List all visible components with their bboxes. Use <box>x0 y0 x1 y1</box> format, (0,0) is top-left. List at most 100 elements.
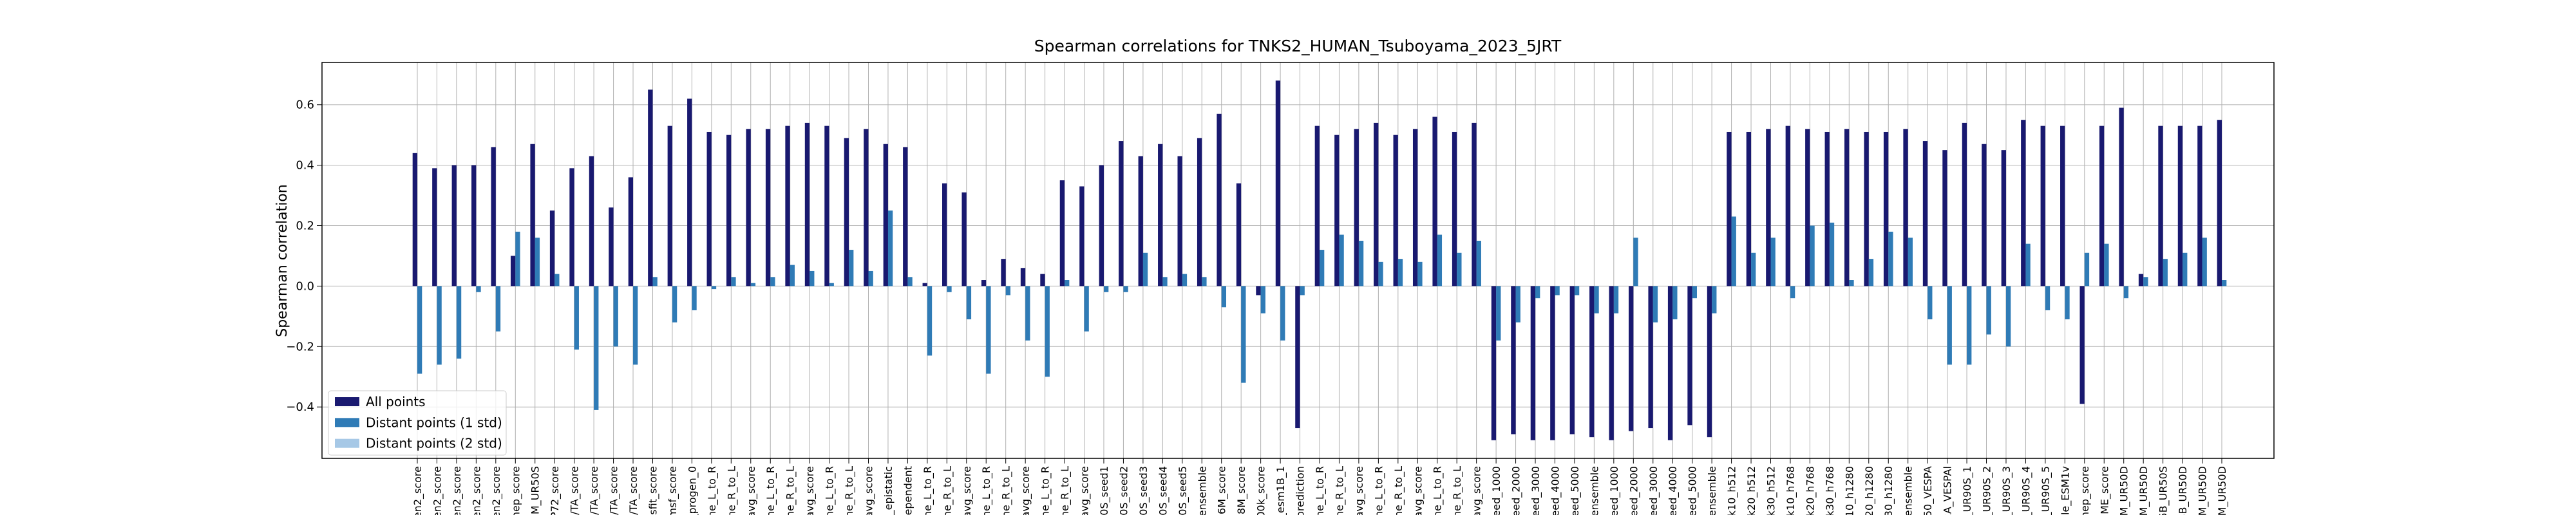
x-tick-label: k10_h1280 <box>1843 466 1856 515</box>
x-tick-label: f_UR90S_2 <box>1981 466 1994 515</box>
bar <box>1059 180 1065 286</box>
x-tick-label: one_L_to_R <box>1372 466 1385 515</box>
bar <box>2099 126 2105 286</box>
bar <box>432 168 437 286</box>
bar <box>1378 261 1383 286</box>
x-tick-label: unep_score <box>509 466 522 515</box>
bar <box>1025 286 1030 341</box>
bar <box>864 129 869 286</box>
bar <box>790 265 795 286</box>
bar <box>1103 286 1109 292</box>
bar <box>1687 286 1692 426</box>
bar <box>2065 286 2070 320</box>
x-tick-label: k20_h512 <box>1745 466 1758 515</box>
bar <box>495 286 501 332</box>
x-tick-label: one_L_to_R <box>764 466 777 515</box>
x-tick-label: one_R_to_L <box>1333 466 1346 515</box>
x-tick-label: one_R_to_L <box>1000 466 1013 515</box>
bar <box>1065 280 1070 286</box>
bar <box>609 207 614 286</box>
bar <box>628 177 634 286</box>
x-tick-label: 6M_UR50D <box>2137 466 2150 515</box>
x-tick-label: 5B_UR50S <box>2157 466 2170 515</box>
bar <box>456 286 462 359</box>
bar <box>1731 216 1736 286</box>
bar <box>765 129 771 286</box>
x-tick-label: 2A_VESPAl <box>1942 466 1955 515</box>
bar <box>437 286 442 365</box>
x-tick-label: l_esm1B_1 <box>1274 466 1287 515</box>
x-tick-label: one_L_to_R <box>1039 466 1052 515</box>
bar <box>1692 286 1697 299</box>
x-tick-label: one_L_to_R <box>1314 466 1327 515</box>
x-tick-label: _avg_score <box>1019 466 1032 515</box>
bar <box>1241 286 1246 383</box>
bar <box>1393 135 1398 286</box>
bar <box>1295 286 1300 429</box>
bar <box>844 138 849 286</box>
x-tick-label: seed_1000 <box>1490 466 1503 515</box>
bar <box>1864 131 1869 286</box>
x-tick-label: seed_5000 <box>1569 466 1582 515</box>
bar <box>1707 286 1712 438</box>
bar <box>1628 286 1634 431</box>
bar <box>922 283 927 286</box>
bar <box>1883 131 1889 286</box>
bar <box>1785 126 1790 286</box>
x-tick-label: one_R_to_L <box>843 466 856 515</box>
x-tick-label: R/TA_score <box>569 466 582 515</box>
x-tick-label: 50S_seed3 <box>1137 466 1150 515</box>
bar <box>1374 122 1379 286</box>
x-tick-label: seed_4000 <box>1667 466 1680 515</box>
bar <box>1197 138 1202 286</box>
bar <box>2177 126 2183 286</box>
bar <box>2040 126 2045 286</box>
bar <box>589 156 594 286</box>
bar <box>706 131 712 286</box>
bar <box>569 168 574 286</box>
legend-swatch <box>335 418 359 427</box>
x-tick-label: one_R_to_L <box>725 466 738 515</box>
bar <box>1417 261 1423 286</box>
bar <box>2084 252 2090 286</box>
x-tick-label: dependent <box>902 466 914 515</box>
x-tick-label: one_L_to_R <box>706 466 719 515</box>
bar <box>1982 144 1987 286</box>
bar <box>1751 252 1756 286</box>
bar <box>1476 240 1481 286</box>
bar <box>648 89 653 286</box>
bar <box>810 270 815 286</box>
x-tick-label: _avg_score <box>1412 466 1425 515</box>
bar <box>1609 286 1614 440</box>
x-tick-label: 50_VESPA <box>1922 466 1935 515</box>
bar <box>1260 286 1265 314</box>
x-tick-label: pen2_score <box>431 466 444 515</box>
x-tick-label: _ensemble <box>1902 466 1915 515</box>
bar <box>1770 238 1776 286</box>
x-tick-label: k20_h1280 <box>1863 466 1876 515</box>
bar <box>417 286 422 374</box>
bar <box>515 231 520 286</box>
bar <box>785 126 790 286</box>
x-tick-label: R/TA_score <box>608 466 621 515</box>
bar <box>942 183 947 286</box>
y-tick-label: 0.0 <box>296 279 314 293</box>
x-tick-label: f_UR90S_5 <box>2040 466 2052 515</box>
bar <box>1888 231 1893 286</box>
bar <box>770 277 775 286</box>
bar <box>1358 240 1364 286</box>
x-tick-label: 50S_seed4 <box>1157 466 1170 515</box>
bar <box>726 135 732 286</box>
bar <box>1221 286 1227 308</box>
bar <box>535 238 540 286</box>
x-tick-label: pen2_score <box>412 466 424 515</box>
bar <box>1472 122 1477 286</box>
x-tick-label: k30_h512 <box>1765 466 1778 515</box>
x-tick-label: _prediction <box>1294 466 1307 515</box>
bar <box>1824 131 1830 286</box>
y-tick-label: 0.6 <box>296 98 314 112</box>
bar <box>1084 286 1089 332</box>
x-tick-label: R/TA_score <box>627 466 640 515</box>
x-tick-label: pen2_score <box>451 466 464 515</box>
